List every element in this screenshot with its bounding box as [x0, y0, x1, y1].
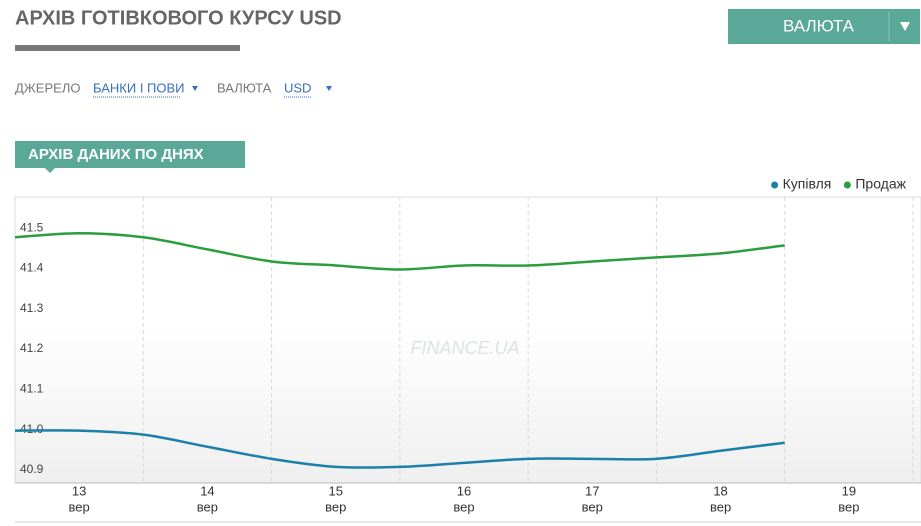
watermark: FINANCE.UA	[410, 338, 519, 358]
filter-label: ВАЛЮТА	[217, 80, 272, 95]
x-tick-label: 13	[72, 483, 86, 498]
x-tick-label: 18	[713, 483, 727, 498]
dropdown-arrow[interactable]	[326, 86, 332, 91]
title-underline	[15, 45, 240, 51]
x-tick-label: 15	[328, 483, 342, 498]
dropdown-arrow[interactable]	[192, 86, 198, 91]
x-tick-label: 14	[200, 483, 214, 498]
x-tick-sublabel: вер	[453, 499, 474, 514]
y-tick-label: 40.9	[20, 462, 44, 476]
y-tick-label: 41.4	[20, 261, 44, 275]
y-tick-label: 41.5	[20, 220, 44, 234]
x-tick-label: 17	[585, 483, 599, 498]
section-tab-label: АРХІВ ДАНИХ ПО ДНЯХ	[28, 146, 204, 163]
legend-dot	[843, 181, 851, 189]
filter-label: ДЖЕРЕЛО	[15, 80, 80, 95]
x-tick-sublabel: вер	[197, 499, 218, 514]
x-tick-sublabel: вер	[710, 499, 731, 514]
legend-dot	[771, 181, 779, 189]
filter-value[interactable]: БАНКИ І ПОВИ	[93, 80, 185, 95]
y-tick-label: 41.2	[20, 341, 44, 355]
x-tick-sublabel: вер	[69, 499, 90, 514]
y-tick-label: 41.3	[20, 301, 44, 315]
x-tick-sublabel: вер	[582, 499, 603, 514]
legend-label: Продаж	[855, 176, 906, 192]
filter-value[interactable]: USD	[284, 80, 311, 95]
legend-label: Купівля	[783, 176, 832, 192]
button-bg[interactable]	[728, 9, 920, 44]
x-tick-label: 19	[842, 483, 856, 498]
x-tick-label: 16	[457, 483, 471, 498]
y-tick-label: 41.1	[20, 382, 44, 396]
button-label[interactable]: ВАЛЮТА	[783, 16, 855, 35]
series-line	[14, 429, 785, 469]
page-title: АРХІВ ГОТІВКОВОГО КУРСУ USD	[15, 7, 342, 29]
y-tick-label: 41.0	[20, 422, 44, 436]
x-tick-sublabel: вер	[325, 499, 346, 514]
button-arrow	[900, 22, 910, 31]
section-tab	[15, 141, 245, 168]
currency-button[interactable]: ВАЛЮТА	[728, 9, 920, 44]
tab-pointer	[45, 168, 55, 173]
series-line	[14, 232, 785, 271]
chart: 13вер14вер15вер16вер17вер18вер19вер40.94…	[14, 176, 914, 514]
x-tick-sublabel: вер	[838, 499, 859, 514]
